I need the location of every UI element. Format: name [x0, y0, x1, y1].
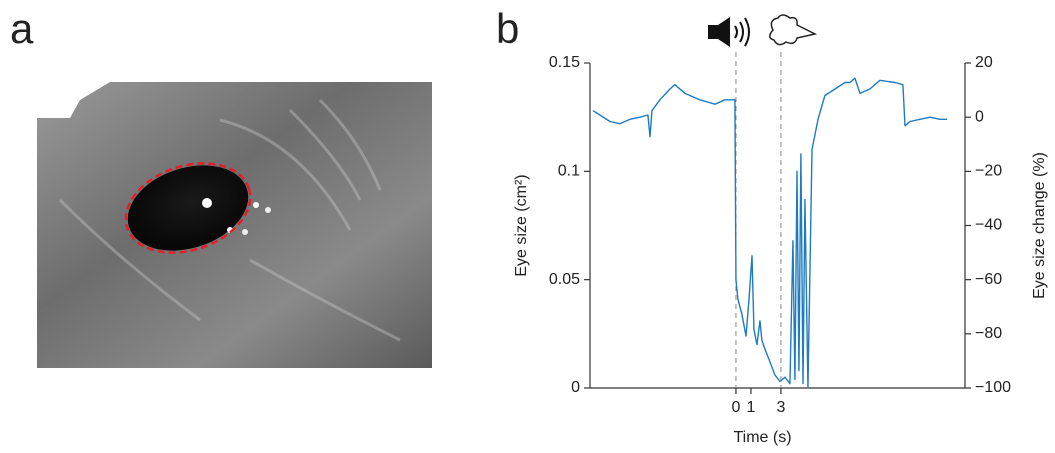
y-tick-label: 0.05: [549, 271, 580, 288]
data-line: [592, 77, 947, 389]
y2-tick-label: 0: [975, 108, 984, 125]
x-axis-label: Time (s): [733, 429, 791, 446]
y2-tick-label: −20: [975, 163, 1002, 180]
x-tick-label: 3: [776, 399, 785, 416]
sound-icon: [708, 17, 750, 47]
y2-tick-label: 20: [975, 54, 993, 71]
y-axis-label: Eye size (cm²): [513, 174, 530, 276]
y-tick-label: 0: [571, 379, 580, 396]
panel-label: a: [10, 5, 34, 52]
x-tick-label: 1: [746, 399, 755, 416]
y-tick-label: 0.1: [558, 163, 580, 180]
air-puff-icon: [769, 14, 818, 46]
y2-tick-label: −80: [975, 325, 1002, 342]
y-tick-label: 0.15: [549, 54, 580, 71]
x-tick-label: 0: [731, 399, 740, 416]
y2-tick-label: −40: [975, 217, 1002, 234]
y2-tick-label: −100: [975, 379, 1011, 396]
y2-tick-label: −60: [975, 271, 1002, 288]
panel-label: b: [496, 5, 519, 52]
eye-photo: [37, 82, 432, 368]
y2-axis-label: Eye size change (%): [1031, 152, 1048, 299]
